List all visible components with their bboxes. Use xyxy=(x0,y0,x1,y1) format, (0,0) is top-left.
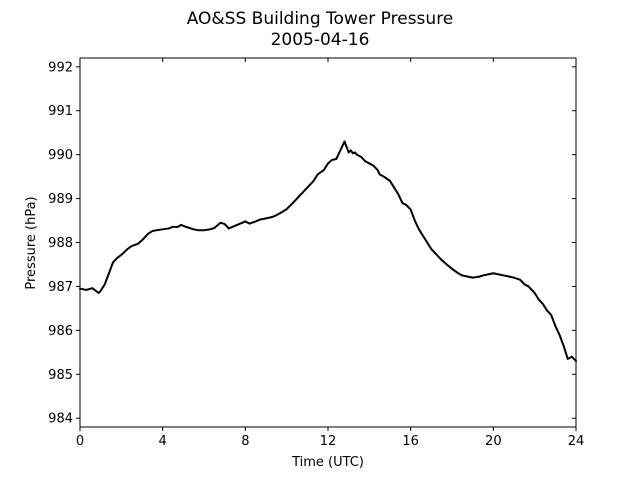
x-tick-label: 24 xyxy=(568,434,585,449)
pressure-series-line xyxy=(79,140,577,363)
y-tick-label: 987 xyxy=(48,280,73,295)
x-tick-label: 8 xyxy=(241,434,249,449)
chart-title: AO&SS Building Tower Pressure xyxy=(187,9,454,29)
series-group xyxy=(79,140,577,363)
y-tick-label: 990 xyxy=(48,148,73,163)
x-tick-label: 12 xyxy=(320,434,337,449)
chart-subtitle: 2005-04-16 xyxy=(271,30,370,50)
x-tick-label: 16 xyxy=(402,434,419,449)
y-tick-label: 986 xyxy=(48,324,73,339)
x-tick-label: 0 xyxy=(76,434,84,449)
plot-frame xyxy=(79,57,577,428)
x-axis-label: Time (UTC) xyxy=(291,455,364,470)
y-tick-label: 985 xyxy=(48,368,73,383)
tick-group: 0 4 8 12 16 20 24 984 985 986 987 988 989 990 991 992 xyxy=(48,58,584,449)
y-tick-label: 984 xyxy=(48,412,73,427)
y-tick-label: 988 xyxy=(48,236,73,251)
y-tick-label: 992 xyxy=(48,60,73,75)
x-tick-label: 20 xyxy=(485,434,502,449)
y-axis-label: Pressure (hPa) xyxy=(24,196,39,289)
x-tick-label: 4 xyxy=(159,434,167,449)
y-tick-label: 991 xyxy=(48,104,73,119)
y-tick-label: 989 xyxy=(48,192,73,207)
